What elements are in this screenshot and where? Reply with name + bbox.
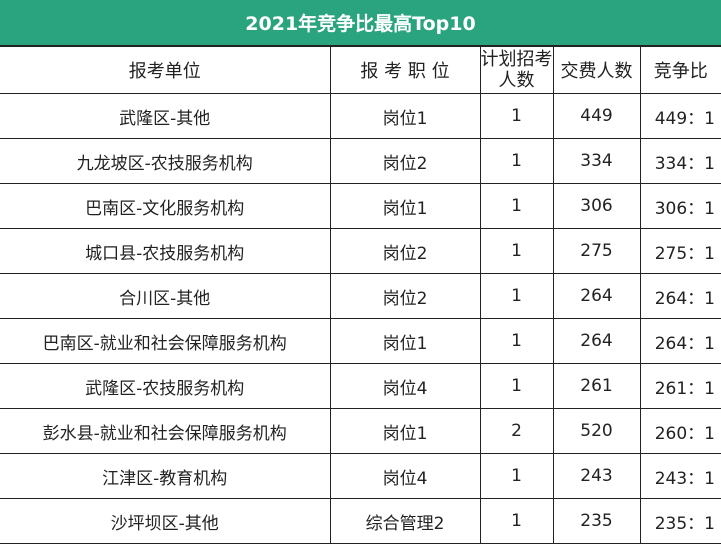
cell-paid: 306 — [552, 183, 641, 229]
cell-unit: 九龙坡区-农技服务机构 — [0, 138, 331, 184]
cell-position: 岗位1 — [329, 183, 481, 229]
table-row: 武隆区-农技服务机构 岗位4 1 261 261：1 — [0, 363, 721, 409]
table-title: 2021年竞争比最高Top10 — [0, 0, 721, 46]
cell-ratio: 243：1 — [639, 453, 721, 499]
cell-paid: 275 — [552, 228, 641, 274]
cell-position: 岗位1 — [329, 93, 481, 139]
cell-plan: 1 — [479, 138, 554, 184]
col-header-unit: 报考单位 — [0, 46, 331, 94]
cell-plan: 1 — [479, 453, 554, 499]
col-header-position: 报 考 职 位 — [329, 46, 481, 94]
table-row: 九龙坡区-农技服务机构 岗位2 1 334 334：1 — [0, 138, 721, 184]
table-row: 武隆区-其他 岗位1 1 449 449：1 — [0, 93, 721, 139]
cell-paid: 243 — [552, 453, 641, 499]
cell-ratio: 334：1 — [639, 138, 721, 184]
cell-plan: 1 — [479, 228, 554, 274]
cell-unit: 巴南区-就业和社会保障服务机构 — [0, 318, 331, 364]
cell-position: 岗位1 — [329, 408, 481, 454]
cell-ratio: 260：1 — [639, 408, 721, 454]
cell-position: 岗位2 — [329, 273, 481, 319]
cell-position: 岗位1 — [329, 318, 481, 364]
table-row: 沙坪坝区-其他 综合管理2 1 235 235：1 — [0, 498, 721, 544]
cell-unit: 沙坪坝区-其他 — [0, 498, 331, 544]
cell-plan: 1 — [479, 318, 554, 364]
cell-ratio: 449：1 — [639, 93, 721, 139]
col-header-ratio: 竞争比 — [639, 46, 721, 94]
table-row: 城口县-农技服务机构 岗位2 1 275 275：1 — [0, 228, 721, 274]
cell-position: 岗位4 — [329, 363, 481, 409]
cell-unit: 巴南区-文化服务机构 — [0, 183, 331, 229]
cell-unit: 武隆区-农技服务机构 — [0, 363, 331, 409]
cell-paid: 449 — [552, 93, 641, 139]
cell-ratio: 306：1 — [639, 183, 721, 229]
cell-plan: 1 — [479, 498, 554, 544]
cell-paid: 235 — [552, 498, 641, 544]
col-header-plan: 计划招考人数 — [479, 46, 554, 94]
cell-position: 岗位2 — [329, 228, 481, 274]
table-row: 合川区-其他 岗位2 1 264 264：1 — [0, 273, 721, 319]
cell-plan: 2 — [479, 408, 554, 454]
cell-ratio: 264：1 — [639, 273, 721, 319]
cell-plan: 1 — [479, 273, 554, 319]
cell-position: 岗位4 — [329, 453, 481, 499]
cell-unit: 武隆区-其他 — [0, 93, 331, 139]
cell-paid: 264 — [552, 273, 641, 319]
table-row: 江津区-教育机构 岗位4 1 243 243：1 — [0, 453, 721, 499]
cell-ratio: 235：1 — [639, 498, 721, 544]
cell-ratio: 261：1 — [639, 363, 721, 409]
cell-ratio: 275：1 — [639, 228, 721, 274]
cell-position: 综合管理2 — [329, 498, 481, 544]
cell-paid: 520 — [552, 408, 641, 454]
cell-paid: 334 — [552, 138, 641, 184]
col-header-paid: 交费人数 — [552, 46, 641, 94]
header-row: 报考单位 报 考 职 位 计划招考人数 交费人数 竞争比 — [0, 46, 721, 94]
cell-position: 岗位2 — [329, 138, 481, 184]
cell-plan: 1 — [479, 363, 554, 409]
cell-unit: 彭水县-就业和社会保障服务机构 — [0, 408, 331, 454]
competition-table: 报考单位 报 考 职 位 计划招考人数 交费人数 竞争比 武隆区-其他 岗位1 1 4… — [0, 46, 721, 544]
cell-unit: 江津区-教育机构 — [0, 453, 331, 499]
table-row: 彭水县-就业和社会保障服务机构 岗位1 2 520 260：1 — [0, 408, 721, 454]
cell-paid: 264 — [552, 318, 641, 364]
table-row: 巴南区-文化服务机构 岗位1 1 306 306：1 — [0, 183, 721, 229]
cell-plan: 1 — [479, 183, 554, 229]
table-row: 巴南区-就业和社会保障服务机构 岗位1 1 264 264：1 — [0, 318, 721, 364]
cell-unit: 合川区-其他 — [0, 273, 331, 319]
cell-ratio: 264：1 — [639, 318, 721, 364]
cell-paid: 261 — [552, 363, 641, 409]
cell-plan: 1 — [479, 93, 554, 139]
cell-unit: 城口县-农技服务机构 — [0, 228, 331, 274]
